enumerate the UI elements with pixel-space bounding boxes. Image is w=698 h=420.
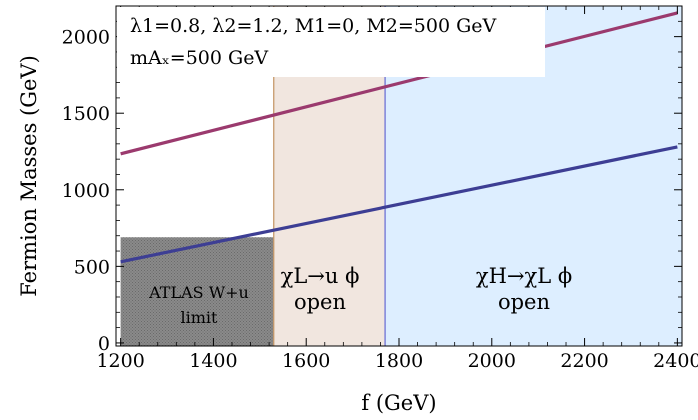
y-tick-label: 0 [98,333,110,355]
y-tick-label: 1000 [62,180,110,202]
parameter-line-2: mAₓ=500 GeV [130,47,268,69]
x-tick-label: 2400 [653,350,698,372]
region-sublabel-chiL: open [294,290,346,314]
y-tick-label: 500 [74,256,110,278]
x-axis-label: f (GeV) [361,391,436,415]
x-tick-label: 1600 [282,350,330,372]
x-tick-label: 1200 [96,350,144,372]
y-axis-label: Fermion Masses (GeV) [17,55,41,297]
y-tick-label: 2000 [62,27,110,49]
series-line-1 [120,11,678,156]
ticks-layer: 1200 1400 1600 1800 2000 2200 2400 0 500 1000 1500… [62,6,698,372]
x-tick-label: 2200 [560,350,608,372]
x-tick-label: 2000 [468,350,516,372]
annotation-layer: λ1=0.8, λ2=1.2, M1=0, M2=500 GeV mAₓ=500 … [117,7,545,77]
series-layer [120,11,678,264]
region-label-atlas: ATLAS W+u [148,283,249,302]
region-sublabel-chiH: open [498,290,550,314]
series-line-2 [120,145,678,264]
region-sublabel-atlas: limit [181,308,219,327]
axis-labels-layer: f (GeV) Fermion Masses (GeV) [17,55,437,415]
parameter-line-1: λ1=0.8, λ2=1.2, M1=0, M2=500 GeV [130,15,497,37]
x-tick-label: 1800 [375,350,423,372]
y-tick-label: 1500 [62,103,110,125]
parameter-box [117,7,545,77]
x-tick-label: 1400 [189,350,237,372]
region-label-chiH: χH→χL ϕ [476,264,572,288]
region-label-chiL: χL→u ϕ [281,264,360,288]
